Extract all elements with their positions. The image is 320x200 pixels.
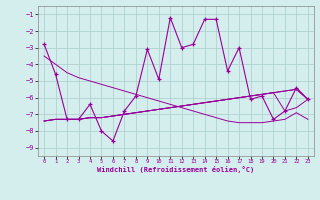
X-axis label: Windchill (Refroidissement éolien,°C): Windchill (Refroidissement éolien,°C) — [97, 166, 255, 173]
